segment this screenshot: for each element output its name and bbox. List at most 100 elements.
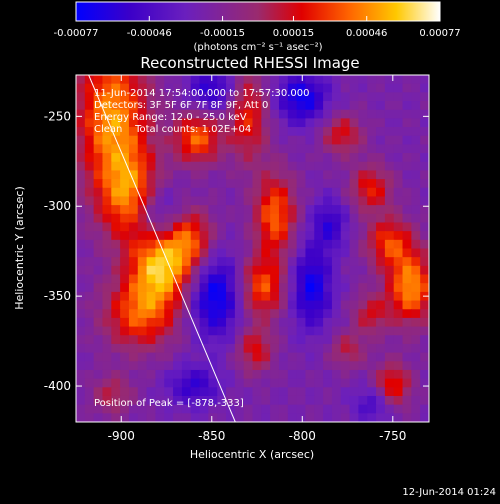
heatmap-cell [314, 317, 324, 328]
heatmap-cell [120, 335, 130, 345]
x-axis-ticks: -900 -850 -800 -750 [108, 75, 406, 443]
heatmap-cell [226, 75, 236, 85]
heatmap-cell [252, 248, 262, 258]
heatmap-cell [270, 257, 280, 267]
heatmap-cell [243, 265, 254, 276]
heatmap-cell [367, 196, 377, 206]
heatmap-cell [155, 179, 165, 189]
heatmap-cell [296, 248, 307, 258]
heatmap-cell [314, 335, 324, 345]
heatmap-cell [137, 222, 148, 232]
heatmap-cell [411, 205, 421, 215]
heatmap-cell [137, 187, 148, 198]
heatmap-cell [314, 395, 324, 406]
heatmap-cell [226, 352, 236, 362]
heatmap-cell [376, 118, 386, 128]
heatmap-cell [164, 222, 174, 232]
heatmap-cell [84, 361, 95, 371]
heatmap-cell [217, 83, 227, 93]
heatmap-cell [420, 369, 429, 380]
heatmap-cell [137, 352, 148, 362]
heatmap-cell [102, 153, 112, 163]
heatmap-cell [358, 265, 368, 276]
heatmap-cell [234, 352, 245, 362]
heatmap-cell [261, 135, 271, 146]
heatmap-cell [208, 161, 218, 172]
heatmap-cell [323, 239, 333, 250]
heatmap-cell [278, 361, 289, 371]
heatmap-cell [111, 265, 121, 276]
heatmap-cell [287, 378, 298, 388]
heatmap-cell [314, 387, 324, 397]
heatmap-cell [111, 369, 121, 380]
heatmap-cell [102, 118, 112, 128]
heatmap-cell [93, 135, 104, 146]
heatmap-cell [155, 413, 165, 422]
heatmap-cell [164, 387, 174, 397]
heatmap-cell [226, 179, 236, 189]
heatmap-cell [128, 317, 139, 328]
heatmap-cell [402, 101, 412, 111]
heatmap-cell [155, 127, 165, 137]
heatmap-cell [234, 378, 245, 388]
heatmap-cell [199, 231, 209, 241]
heatmap-cell [402, 83, 412, 93]
heatmap-cell [84, 92, 95, 102]
heatmap-cell [376, 101, 386, 111]
heatmap-cell [367, 127, 377, 137]
heatmap-cell [358, 127, 368, 137]
heatmap-cell [120, 118, 130, 128]
heatmap-cell [146, 395, 157, 406]
heatmap-cell [190, 283, 201, 293]
heatmap-cell [252, 404, 262, 414]
heatmap-cell [278, 369, 289, 380]
heatmap-cell [111, 153, 121, 163]
heatmap-cell [287, 179, 298, 189]
heatmap-cell [226, 274, 236, 284]
heatmap-cell [111, 413, 121, 422]
heatmap-cell [181, 248, 192, 258]
heatmap-cell [376, 326, 386, 336]
heatmap-cell [226, 404, 236, 414]
heatmap-cell [76, 283, 86, 293]
heatmap-cell [296, 395, 307, 406]
heatmap-cell [234, 83, 245, 93]
heatmap-cell [331, 395, 342, 406]
heatmap-cell [111, 83, 121, 93]
heatmap-cell [120, 153, 130, 163]
heatmap-cell [340, 135, 351, 146]
heatmap-cell [173, 291, 183, 302]
heatmap-cell [340, 118, 351, 128]
heatmap-cell [420, 317, 429, 328]
heatmap-cell [226, 361, 236, 371]
heatmap-cell [331, 413, 342, 422]
heatmap-cell [376, 387, 386, 397]
heatmap-cell [102, 161, 112, 172]
heatmap-cell [393, 83, 404, 93]
heatmap-cell [190, 317, 201, 328]
heatmap-cell [84, 257, 95, 267]
heatmap-cell [226, 153, 236, 163]
heatmap-cell [278, 135, 289, 146]
heatmap-cell [296, 239, 307, 250]
heatmap-cell [243, 75, 254, 85]
heatmap-cell [208, 257, 218, 267]
heatmap-cell [349, 75, 359, 85]
heatmap-cell [305, 335, 315, 345]
heatmap-cell [323, 196, 333, 206]
heatmap-cell [181, 144, 192, 154]
heatmap-cell [349, 274, 359, 284]
heatmap-cell [252, 274, 262, 284]
heatmap-cell [226, 248, 236, 258]
heatmap-cell [420, 248, 429, 258]
heatmap-cell [243, 213, 254, 224]
heatmap-cell [411, 170, 421, 180]
heatmap-cell [137, 283, 148, 293]
heatmap-cell [367, 153, 377, 163]
heatmap-cell [93, 326, 104, 336]
heatmap-cell [384, 213, 395, 224]
heatmap-cell [217, 231, 227, 241]
heatmap-cell [217, 170, 227, 180]
heatmap-cell [217, 413, 227, 422]
heatmap-cell [137, 257, 148, 267]
